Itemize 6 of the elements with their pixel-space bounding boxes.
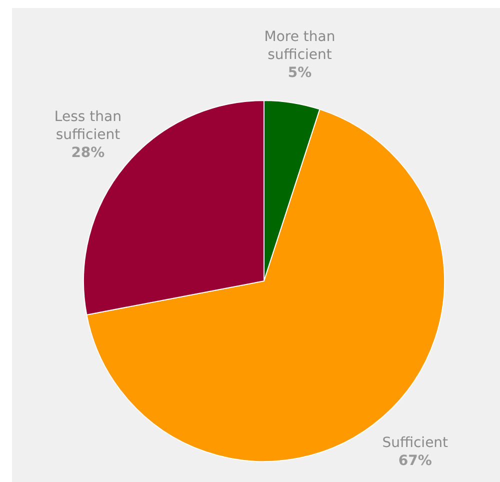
slice-label: More than sufficient <box>264 28 336 63</box>
slice-label: Less than sufficient <box>54 108 122 143</box>
data-label: 28% <box>71 144 105 161</box>
data-label: 67% <box>398 453 432 470</box>
data-label: 5% <box>288 64 312 81</box>
slice-label: Sufficient <box>382 435 449 452</box>
